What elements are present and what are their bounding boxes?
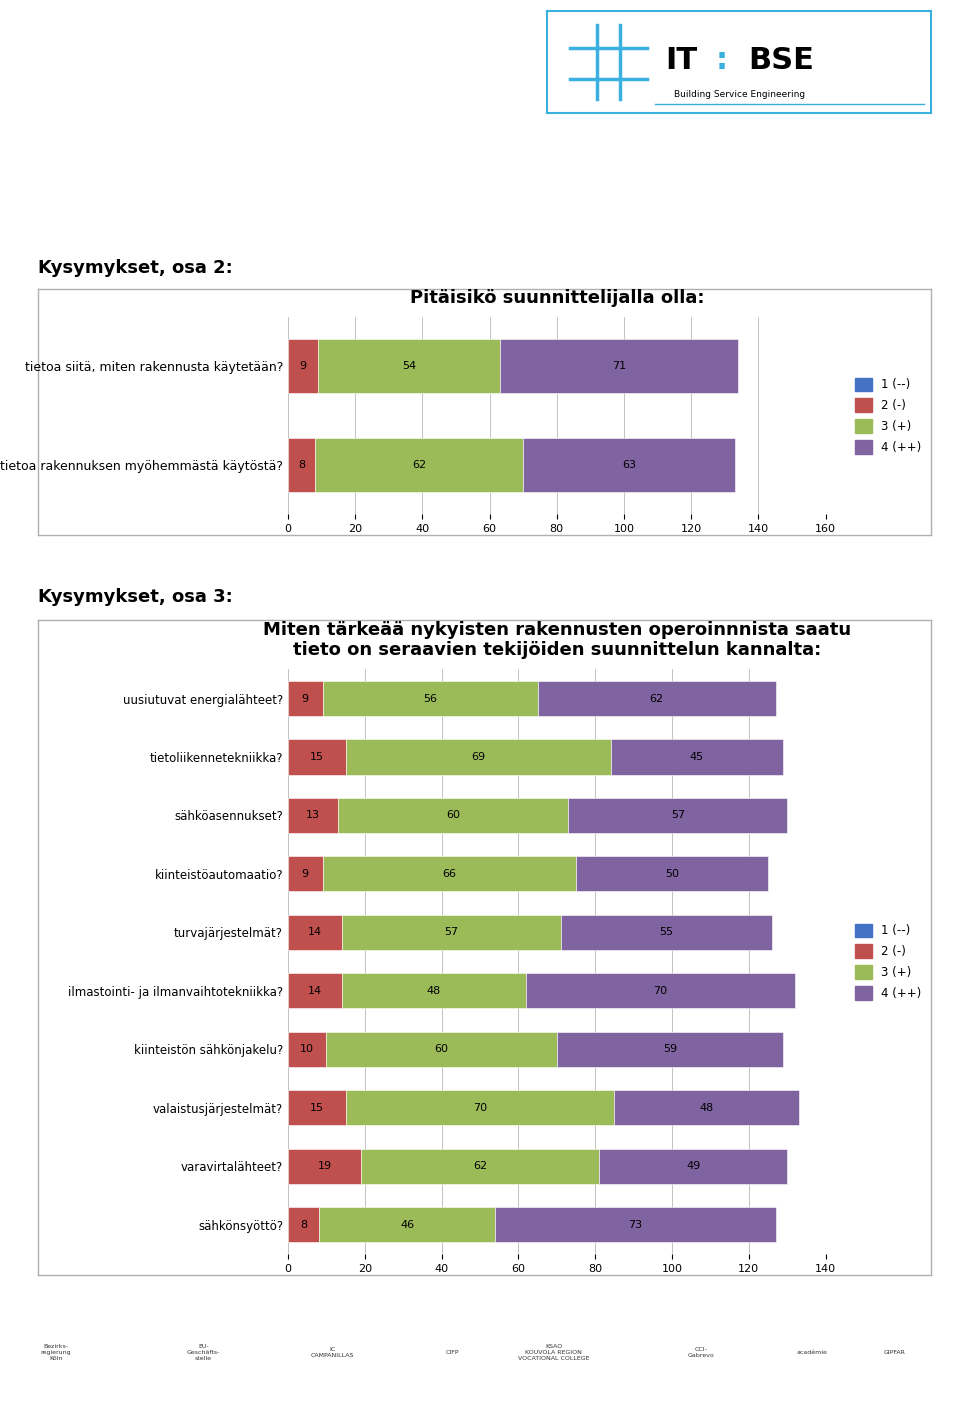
Text: 62: 62 [412,459,426,471]
Text: 15: 15 [310,752,324,762]
Text: KSAO
KOUVOLA REGION
VOCATIONAL COLLEGE: KSAO KOUVOLA REGION VOCATIONAL COLLEGE [518,1344,589,1361]
Text: 48: 48 [427,986,441,996]
Bar [500,340,738,393]
Bar [288,681,323,716]
Text: Building Service Engineering: Building Service Engineering [674,90,804,99]
Text: 70: 70 [654,986,667,996]
Text: 69: 69 [471,752,485,762]
Text: 56: 56 [423,693,437,703]
Bar [288,1031,326,1067]
Bar [526,974,795,1009]
Bar [576,857,768,892]
Bar [342,974,526,1009]
Text: 63: 63 [622,459,636,471]
Bar [323,857,576,892]
Text: 9: 9 [300,361,306,372]
Title: Pitäisikö suunnittelijalla olla:: Pitäisikö suunnittelijalla olla: [410,289,704,307]
Bar [561,914,772,950]
Legend: 1 (--), 2 (-), 3 (+), 4 (++): 1 (--), 2 (-), 3 (+), 4 (++) [853,921,924,1002]
Bar [319,1208,495,1243]
Text: 14: 14 [308,927,322,937]
Text: GIPFAR: GIPFAR [884,1350,905,1355]
Bar [288,974,342,1009]
Bar [557,1031,783,1067]
Text: IT: IT [665,46,698,75]
Bar [599,1148,787,1184]
Bar [346,740,611,775]
Text: 8: 8 [300,1220,307,1230]
Bar [288,740,346,775]
Text: CIFP: CIFP [445,1350,459,1355]
Text: 62: 62 [473,1161,487,1171]
Bar [338,797,568,833]
Text: 50: 50 [665,869,679,879]
Bar [288,914,342,950]
Bar [288,1148,361,1184]
Text: 46: 46 [400,1220,414,1230]
Text: 59: 59 [663,1044,677,1054]
Text: 15: 15 [310,1103,324,1113]
Text: 66: 66 [443,869,456,879]
Bar [288,1091,346,1126]
Text: 71: 71 [612,361,626,372]
Bar [611,740,783,775]
Text: 8: 8 [298,459,305,471]
Bar [288,797,338,833]
Bar [319,340,500,393]
Bar [614,1091,799,1126]
Text: 57: 57 [444,927,458,937]
Bar [315,438,523,492]
Text: IC
CAMPANILLAS: IC CAMPANILLAS [311,1347,354,1358]
Text: 62: 62 [650,693,663,703]
Text: 55: 55 [660,927,673,937]
Text: 10: 10 [300,1044,314,1054]
Text: 73: 73 [629,1220,642,1230]
Text: 60: 60 [435,1044,448,1054]
Bar [361,1148,599,1184]
Bar [568,797,787,833]
Bar [288,857,323,892]
Text: 49: 49 [686,1161,700,1171]
Text: 9: 9 [301,693,309,703]
Text: Bezirks-
regierung
Köln: Bezirks- regierung Köln [40,1344,71,1361]
Bar [538,681,776,716]
Text: 54: 54 [402,361,416,372]
Bar [323,681,538,716]
Text: Kysymykset, osa 3:: Kysymykset, osa 3: [38,589,233,606]
Text: CCI-
Gabrevo: CCI- Gabrevo [687,1347,714,1358]
Text: 45: 45 [690,752,704,762]
Text: 19: 19 [318,1161,331,1171]
Text: 9: 9 [301,869,309,879]
Text: 13: 13 [306,810,320,820]
Text: BSE: BSE [749,46,814,75]
Legend: 1 (--), 2 (-), 3 (+), 4 (++): 1 (--), 2 (-), 3 (+), 4 (++) [853,375,924,457]
Bar [288,1208,319,1243]
Text: 48: 48 [700,1103,713,1113]
Text: :: : [716,46,728,75]
Text: 57: 57 [671,810,684,820]
Bar [288,438,315,492]
Bar [523,438,735,492]
Text: 60: 60 [446,810,460,820]
Text: 70: 70 [473,1103,487,1113]
Text: académie: académie [797,1350,828,1355]
Text: 14: 14 [308,986,322,996]
Text: EU-
Geschäfts-
stelle: EU- Geschäfts- stelle [187,1344,220,1361]
Bar [288,340,319,393]
Bar [495,1208,776,1243]
Title: Miten tärkeää nykyisten rakennusten operoinnnista saatu
tieto on seraavien tekij: Miten tärkeää nykyisten rakennusten oper… [263,620,851,659]
Bar [342,914,561,950]
Bar [346,1091,614,1126]
Bar [326,1031,557,1067]
Text: Kysymykset, osa 2:: Kysymykset, osa 2: [38,259,233,276]
